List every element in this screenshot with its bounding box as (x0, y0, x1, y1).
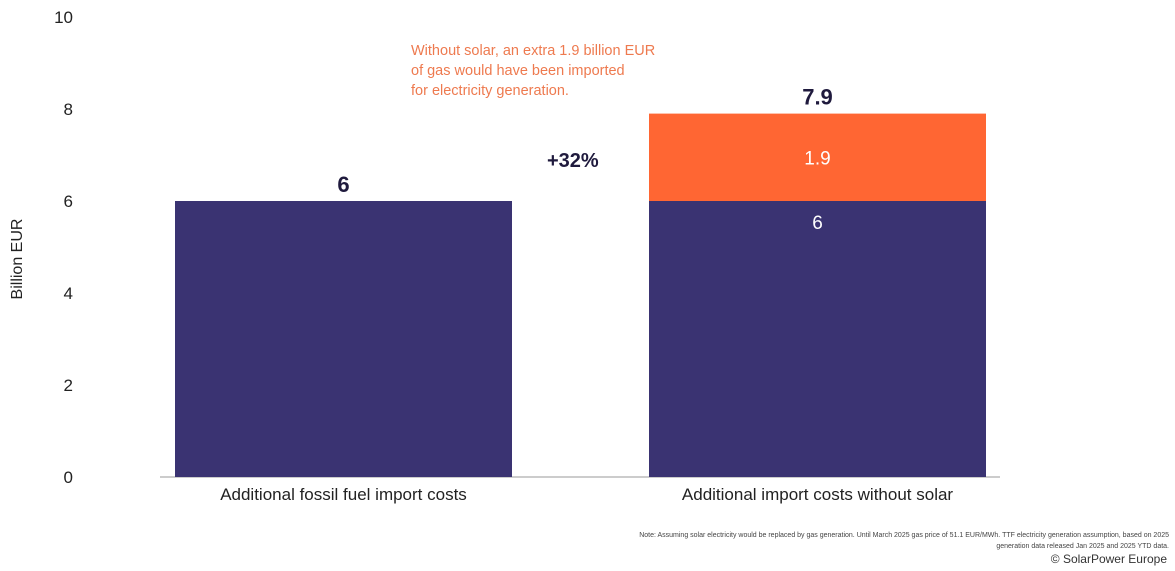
category-labels: Additional fossil fuel import costs Addit… (220, 485, 953, 504)
bar-segment (175, 201, 512, 477)
y-tick-label: 0 (64, 468, 73, 487)
category-label: Additional import costs without solar (682, 485, 954, 504)
percent-change-label: +32% (547, 150, 599, 172)
y-axis-ticks: 0 2 4 6 8 10 (54, 8, 73, 487)
bar-total-label: 7.9 (802, 85, 833, 110)
y-tick-label: 8 (64, 100, 73, 119)
y-tick-label: 4 (64, 284, 73, 303)
y-tick-label: 10 (54, 8, 73, 27)
y-tick-label: 6 (64, 192, 73, 211)
bar-segment (649, 201, 986, 477)
segment-value-label: 6 (812, 213, 823, 234)
bar-segment (649, 113, 986, 201)
footnote: Note: Assuming solar electricity would b… (639, 532, 1169, 550)
y-tick-label: 2 (64, 376, 73, 395)
bar-total-label: 6 (337, 172, 349, 197)
data-labels: 6 6 1.9 7.9 (337, 85, 832, 234)
y-axis-title: Billion EUR (9, 219, 26, 300)
bars (175, 113, 986, 477)
copyright: © SolarPower Europe (1050, 552, 1167, 566)
segment-value-label: 1.9 (804, 148, 830, 169)
category-label: Additional fossil fuel import costs (220, 485, 467, 504)
annotation-text: Without solar, an extra 1.9 billion EUR … (411, 43, 656, 99)
